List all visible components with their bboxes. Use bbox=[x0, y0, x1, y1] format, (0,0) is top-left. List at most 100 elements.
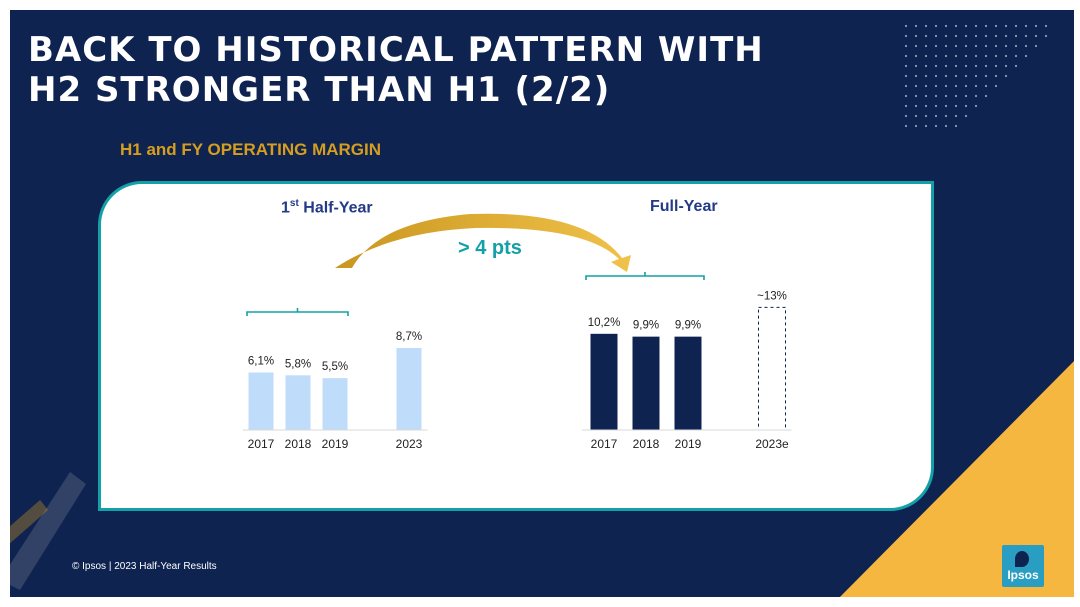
dot bbox=[1034, 44, 1038, 48]
dot bbox=[934, 64, 938, 68]
dot bbox=[944, 24, 948, 28]
fy-bar-2017 bbox=[590, 333, 618, 430]
dot bbox=[984, 94, 988, 98]
dot bbox=[924, 34, 928, 38]
dot bbox=[1004, 34, 1008, 38]
dot bbox=[1044, 34, 1048, 38]
dot bbox=[914, 104, 918, 108]
dot bbox=[914, 84, 918, 88]
fy-bar-2018 bbox=[632, 336, 660, 430]
dot bbox=[914, 114, 918, 118]
dot bbox=[984, 44, 988, 48]
dot bbox=[904, 104, 908, 108]
dot bbox=[994, 84, 998, 88]
dot bbox=[924, 94, 928, 98]
dot bbox=[974, 54, 978, 58]
dot bbox=[934, 94, 938, 98]
dot bbox=[964, 104, 968, 108]
dot bbox=[924, 84, 928, 88]
dot bbox=[954, 54, 958, 58]
fy-data-label-2017: 10,2% bbox=[588, 317, 621, 329]
h1-bar-2018 bbox=[285, 375, 311, 430]
increase-annotation: > 4 pts bbox=[458, 237, 522, 259]
dot bbox=[944, 124, 948, 128]
dot bbox=[914, 34, 918, 38]
dot bbox=[1014, 54, 1018, 58]
dot bbox=[904, 74, 908, 78]
logo-mark-icon bbox=[1015, 551, 1029, 567]
dot bbox=[944, 74, 948, 78]
dot bbox=[934, 114, 938, 118]
h1-tick-label-2023: 2023 bbox=[396, 437, 423, 451]
dot bbox=[964, 54, 968, 58]
curved-arrow bbox=[335, 213, 631, 272]
dot bbox=[994, 54, 998, 58]
dot bbox=[914, 64, 918, 68]
h1-tick-label-2017: 2017 bbox=[248, 437, 275, 451]
dot bbox=[934, 34, 938, 38]
dot bbox=[934, 24, 938, 28]
dot bbox=[934, 44, 938, 48]
dot bbox=[954, 44, 958, 48]
dot bbox=[924, 54, 928, 58]
dot bbox=[984, 64, 988, 68]
dot bbox=[1044, 24, 1048, 28]
dot bbox=[964, 94, 968, 98]
dot bbox=[944, 94, 948, 98]
dot bbox=[944, 84, 948, 88]
dot bbox=[914, 54, 918, 58]
h1-tick-label-2019: 2019 bbox=[322, 437, 349, 451]
dot bbox=[974, 34, 978, 38]
dot bbox=[964, 114, 968, 118]
slide-title-line2: H2 STRONGER THAN H1 (2/2) bbox=[28, 70, 611, 110]
h1-data-label-2023: 8,7% bbox=[396, 331, 422, 343]
yellow-triangle bbox=[830, 355, 1080, 607]
dot bbox=[994, 44, 998, 48]
h1-bar-2019 bbox=[322, 378, 348, 430]
dot bbox=[1024, 44, 1028, 48]
dot bbox=[974, 104, 978, 108]
fy-tick-label-2018: 2018 bbox=[633, 437, 660, 451]
logo-text: Ipsos bbox=[1007, 568, 1039, 582]
fy-bar-2023e bbox=[758, 306, 786, 431]
dot bbox=[974, 24, 978, 28]
dot bbox=[1024, 34, 1028, 38]
slide-title-line1: BACK TO HISTORICAL PATTERN WITH bbox=[28, 30, 764, 70]
fy-tick-label-2017: 2017 bbox=[591, 437, 618, 451]
dot bbox=[974, 94, 978, 98]
fy-bar-2019 bbox=[674, 336, 702, 430]
dot bbox=[1014, 34, 1018, 38]
dot bbox=[944, 114, 948, 118]
dot bbox=[944, 54, 948, 58]
dot bbox=[954, 84, 958, 88]
dot bbox=[964, 44, 968, 48]
dot bbox=[914, 94, 918, 98]
fy-tick-label-2019: 2019 bbox=[675, 437, 702, 451]
dot bbox=[924, 64, 928, 68]
fy-data-label-2023e: ~13% bbox=[757, 290, 787, 302]
h1-title-sup: st bbox=[289, 198, 299, 209]
dot bbox=[924, 44, 928, 48]
dot bbox=[934, 74, 938, 78]
dot bbox=[994, 24, 998, 28]
fy-data-label-2019: 9,9% bbox=[675, 320, 701, 332]
dot bbox=[924, 124, 928, 128]
dot bbox=[974, 44, 978, 48]
dot bbox=[964, 24, 968, 28]
h1-title-number: 1 bbox=[281, 199, 290, 217]
chart-subtitle: H1 and FY OPERATING MARGIN bbox=[120, 140, 382, 159]
dot bbox=[964, 64, 968, 68]
dot bbox=[904, 54, 908, 58]
gold-stripe-decoration bbox=[0, 500, 48, 552]
dot bbox=[1034, 34, 1038, 38]
dot bbox=[904, 94, 908, 98]
fy-data-label-2018: 9,9% bbox=[633, 320, 659, 332]
dot bbox=[1004, 44, 1008, 48]
dot bbox=[954, 114, 958, 118]
dot bbox=[934, 124, 938, 128]
dot bbox=[984, 84, 988, 88]
dot bbox=[974, 84, 978, 88]
dot bbox=[944, 104, 948, 108]
dot bbox=[954, 64, 958, 68]
